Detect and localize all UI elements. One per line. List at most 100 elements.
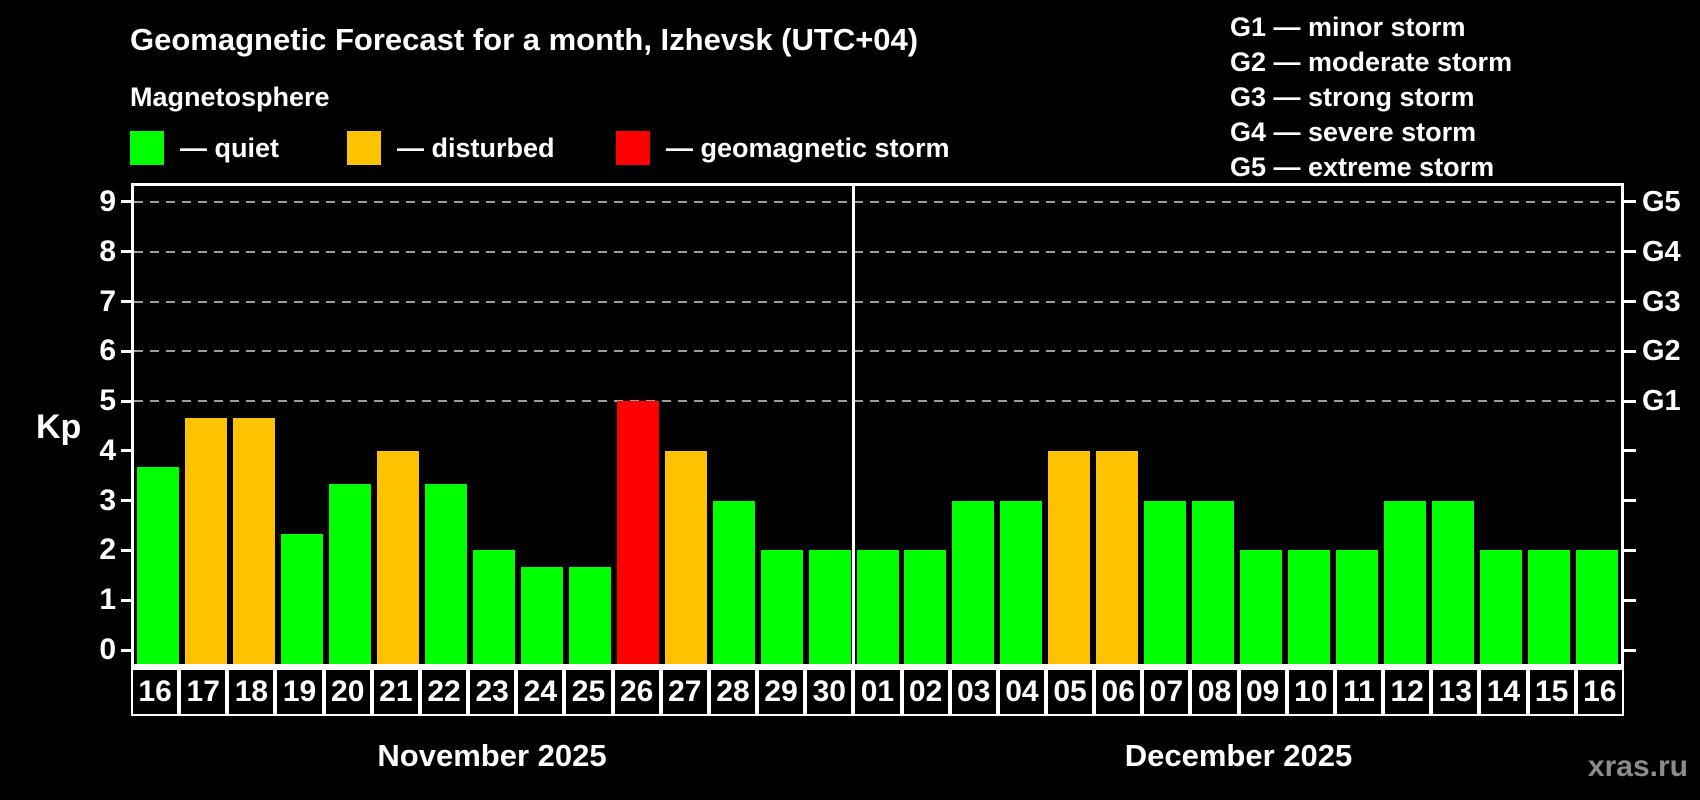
day-cell: 18 <box>227 668 276 716</box>
day-cell: 22 <box>419 668 469 716</box>
legend-item-quiet: — quiet <box>130 130 279 166</box>
kp-bar <box>1336 550 1379 664</box>
kp-bar <box>1576 550 1619 664</box>
gridline-kp5 <box>134 400 1621 403</box>
day-axis-row: 16 17 18 19 20 21 22 23 24 25 26 27 28 29 30 01 02 03 04 05… <box>131 668 1624 716</box>
day-cell: 21 <box>371 668 420 716</box>
right-axis-label-g1: G1 <box>1642 385 1681 418</box>
kp-bar <box>184 417 227 664</box>
g-scale-line-g5: G5 — extreme storm <box>1230 152 1495 182</box>
y-tick-right <box>1624 449 1636 453</box>
day-cell: 08 <box>1190 668 1239 716</box>
day-cell: 15 <box>1527 668 1576 716</box>
y-tick-right <box>1624 200 1636 204</box>
right-axis-label-g3: G3 <box>1642 285 1681 318</box>
day-cell: 11 <box>1334 668 1384 716</box>
day-cell: 05 <box>1045 668 1095 716</box>
y-tick-label: 4 <box>99 433 116 467</box>
y-tick-label: 1 <box>99 583 116 617</box>
day-cell: 02 <box>901 668 950 716</box>
kp-axis-label: Kp <box>36 408 82 446</box>
y-tick-left <box>121 598 131 602</box>
kp-bar <box>472 550 515 664</box>
y-tick-right <box>1624 499 1636 503</box>
y-tick-label: 0 <box>99 633 116 666</box>
quiet-color-swatch <box>130 131 164 165</box>
month-label-november: November 2025 <box>377 738 607 773</box>
y-tick-label: 3 <box>99 483 116 517</box>
kp-bar <box>1000 500 1043 664</box>
kp-bar <box>616 401 659 664</box>
day-cell: 25 <box>564 668 613 716</box>
legend-label-storm: — geomagnetic storm <box>666 132 950 163</box>
kp-bar <box>904 550 947 664</box>
kp-bar <box>856 550 899 664</box>
gridline-kp9 <box>134 200 1621 203</box>
y-tick-label: 5 <box>99 384 116 418</box>
y-tick-label: 8 <box>99 234 116 268</box>
gridline-kp7 <box>134 300 1621 303</box>
gridline-kp8 <box>134 250 1621 253</box>
y-tick-right <box>1624 548 1636 552</box>
kp-bar <box>424 484 467 664</box>
y-tick-left <box>121 548 131 552</box>
disturbed-color-swatch <box>347 131 381 165</box>
kp-bar <box>1528 550 1571 664</box>
day-cell: 28 <box>708 668 758 716</box>
y-tick-left <box>121 300 131 304</box>
day-cell: 17 <box>179 668 228 716</box>
day-cell: 14 <box>1479 668 1528 716</box>
y-tick-left <box>121 399 131 403</box>
storm-color-swatch <box>616 131 650 165</box>
legend-item-disturbed: — disturbed <box>347 130 555 166</box>
kp-bar <box>1096 450 1139 664</box>
day-cell: 20 <box>323 668 372 716</box>
g-scale-line-g4: G4 — severe storm <box>1230 117 1477 147</box>
kp-bar <box>136 467 179 664</box>
day-cell: 12 <box>1383 668 1432 716</box>
kp-bar <box>808 550 851 664</box>
kp-bar <box>952 500 995 664</box>
kp-bar <box>1048 450 1091 664</box>
day-cell: 26 <box>612 668 661 716</box>
y-tick-right <box>1624 399 1636 403</box>
day-cell: 24 <box>516 668 565 716</box>
y-tick-left <box>121 648 131 652</box>
kp-bar <box>664 450 707 664</box>
kp-bar <box>376 450 419 664</box>
day-cell: 04 <box>997 668 1046 716</box>
day-cell: 03 <box>949 668 998 716</box>
kp-bar <box>1192 500 1235 664</box>
day-cell: 16 <box>1575 668 1624 716</box>
y-tick-right <box>1624 598 1636 602</box>
watermark: xras.ru <box>1587 750 1688 783</box>
day-cell: 29 <box>757 668 806 716</box>
plot-inner <box>134 186 1621 664</box>
y-tick-right <box>1624 300 1636 304</box>
day-cell: 30 <box>805 668 854 716</box>
day-cell: 19 <box>275 668 324 716</box>
y-tick-right <box>1624 349 1636 353</box>
g-scale-line-g3: G3 — strong storm <box>1230 82 1475 112</box>
day-cell: 23 <box>468 668 517 716</box>
chart-title: Geomagnetic Forecast for a month, Izhevs… <box>130 22 919 57</box>
legend-label-quiet: — quiet <box>180 132 279 163</box>
y-tick-label: 2 <box>99 533 116 567</box>
kp-bar <box>1480 550 1523 664</box>
kp-bar <box>280 534 323 664</box>
legend-item-storm: — geomagnetic storm <box>616 130 950 166</box>
kp-bar <box>1432 500 1475 664</box>
right-axis-label-g5: G5 <box>1642 185 1681 218</box>
g-scale-line-g1: G1 — minor storm <box>1230 12 1466 42</box>
day-cell: 07 <box>1142 668 1191 716</box>
y-tick-label: 6 <box>99 334 116 368</box>
day-cell: 13 <box>1431 668 1480 716</box>
gridline-kp6 <box>134 350 1621 353</box>
kp-bar <box>568 566 611 664</box>
y-tick-label: 9 <box>99 184 116 218</box>
kp-bar <box>232 417 275 664</box>
y-tick-left <box>121 250 131 254</box>
chart-subtitle: Magnetosphere <box>130 82 330 112</box>
kp-bar <box>328 484 371 664</box>
